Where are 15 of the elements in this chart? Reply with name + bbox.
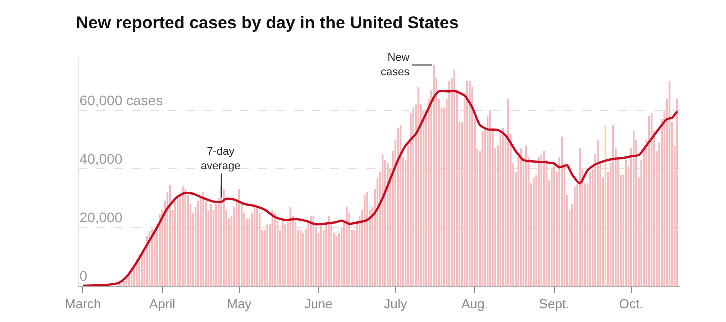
y-tick-label: 0 bbox=[80, 268, 88, 284]
x-tick-label: May bbox=[227, 296, 252, 312]
y-tick-label: 60,000 cases bbox=[80, 92, 164, 109]
x-tick-label: Oct. bbox=[619, 296, 644, 312]
x-tick-label: July bbox=[384, 296, 408, 312]
x-tick-label: April bbox=[150, 296, 176, 312]
annotation: 7-day average bbox=[201, 146, 241, 172]
x-tick-label: Aug. bbox=[462, 296, 488, 312]
y-tick-label: 40,000 bbox=[80, 150, 123, 167]
y-tick-label: 20,000 bbox=[80, 209, 123, 226]
x-tick-label: June bbox=[304, 296, 333, 312]
x-tick-label: Sept. bbox=[539, 296, 570, 312]
annotation: New cases bbox=[381, 52, 410, 78]
x-tick-label: March bbox=[65, 296, 102, 312]
chart-title: New reported cases by day in the United States bbox=[76, 13, 459, 32]
